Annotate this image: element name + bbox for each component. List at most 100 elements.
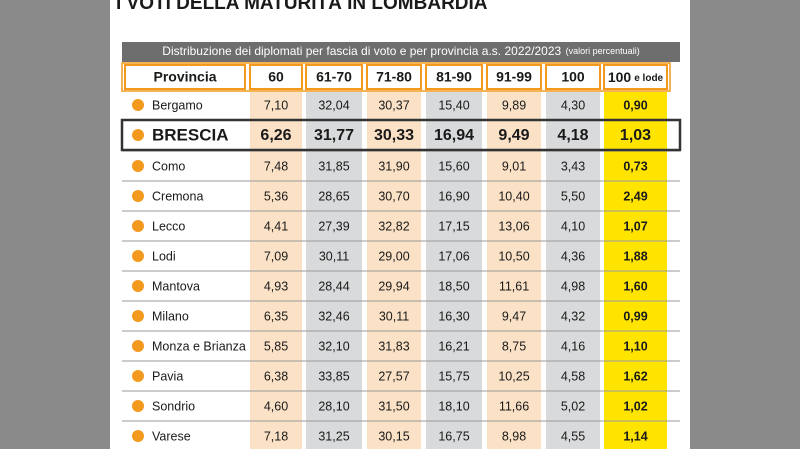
bullet: [132, 430, 144, 442]
highlight-row: [120, 118, 682, 152]
cell-value: 11,61: [499, 279, 529, 293]
cell-value: 4,30: [561, 98, 585, 112]
bullet: [132, 280, 144, 292]
cell-value: 4,98: [561, 279, 585, 293]
cell-value: 4,18: [557, 127, 588, 144]
cell-value: 4,55: [561, 429, 585, 443]
cell-value: 5,85: [264, 339, 288, 353]
province: Pavia: [152, 369, 183, 383]
province: Milano: [152, 309, 189, 323]
column-header: 60: [268, 69, 284, 85]
province: Sondrio: [152, 399, 195, 413]
cell-value: 27,39: [318, 219, 349, 233]
cell-value: 9,47: [502, 309, 526, 323]
cell-value: 13,06: [498, 219, 529, 233]
cell-value: 32,10: [318, 339, 349, 353]
cell-value: 2,49: [623, 189, 647, 203]
cell-value: 18,50: [438, 279, 469, 293]
header-cell: [425, 64, 483, 90]
cell-value: 8,75: [502, 339, 526, 353]
column-header: 81-90: [436, 69, 472, 85]
cell-value: 15,60: [438, 159, 469, 173]
cell-value: 29,94: [378, 279, 409, 293]
cell-value: 28,10: [318, 399, 349, 413]
column-header: Provincia: [153, 69, 216, 85]
header-cell: [124, 64, 246, 90]
province: BRESCIA: [152, 125, 229, 144]
cell-value: 7,48: [264, 159, 288, 173]
cell-value: 16,94: [434, 127, 474, 144]
cell-value: 4,36: [561, 249, 585, 263]
column-header-note: e lode: [634, 73, 663, 84]
column-header-main: 100: [608, 69, 632, 85]
cell-value: 28,65: [318, 189, 349, 203]
cell-value: 10,25: [498, 369, 529, 383]
cell-value: 7,18: [264, 429, 288, 443]
bullet: [132, 99, 144, 111]
cell-value: 0,99: [623, 309, 647, 323]
cell-value: 3,43: [561, 159, 585, 173]
bullet: [132, 400, 144, 412]
cell-value: 16,21: [438, 339, 469, 353]
cell-value: 6,38: [264, 369, 288, 383]
province: Varese: [152, 429, 191, 443]
cell-value: 7,09: [264, 249, 288, 263]
cell-value: 16,30: [438, 309, 469, 323]
cell-value: 17,15: [438, 219, 469, 233]
province: Lodi: [152, 249, 176, 263]
cell-value: 6,26: [260, 127, 291, 144]
header-frame: [121, 62, 671, 92]
cell-value: 5,02: [561, 399, 585, 413]
cell-value: 4,16: [561, 339, 585, 353]
cell-value: 1,60: [623, 279, 647, 293]
cell-value: 9,49: [498, 127, 529, 144]
bullet: [132, 370, 144, 382]
cell-value: 16,90: [438, 189, 469, 203]
cell-value: 11,66: [499, 399, 529, 413]
cell-value: 30,11: [319, 249, 349, 263]
bullet: [132, 129, 144, 141]
column-header: 61-70: [316, 69, 352, 85]
cell-value: 1,02: [623, 399, 647, 413]
cell-value: 4,10: [561, 219, 585, 233]
cell-value: 31,85: [318, 159, 349, 173]
table: Provincia 60 61-70 71-80 81-90 91-99 100 100 e l…: [120, 62, 682, 449]
cell-value: 32,46: [318, 309, 349, 323]
caption-bar: [122, 42, 680, 62]
header-cell: [603, 64, 668, 90]
cell-value: 1,88: [623, 249, 647, 263]
cell-value: 1,03: [620, 127, 651, 144]
cell-value: 28,44: [318, 279, 349, 293]
cell-value: 7,10: [264, 98, 288, 112]
cell-value: 4,60: [264, 399, 288, 413]
province: Bergamo: [152, 98, 203, 112]
cell-value: 30,11: [379, 309, 409, 323]
cell-value: 29,00: [378, 249, 409, 263]
cell-value: 30,15: [378, 429, 409, 443]
cell-value: 9,89: [502, 98, 526, 112]
header-cell: [305, 64, 363, 90]
cell-value: 1,10: [623, 339, 647, 353]
cell-value: 27,57: [378, 369, 409, 383]
cell-value: 4,32: [561, 309, 585, 323]
cell-value: 5,50: [561, 189, 585, 203]
cell-value: 30,70: [378, 189, 409, 203]
cell-value: 32,04: [318, 98, 349, 112]
header-cell: [366, 64, 422, 90]
cell-value: 18,10: [438, 399, 469, 413]
cell-value: 1,07: [623, 219, 647, 233]
cell-value: 10,50: [498, 249, 529, 263]
cell-value: 30,33: [374, 127, 414, 144]
header-cell: [486, 64, 542, 90]
column-header: 71-80: [376, 69, 412, 85]
cell-value: 4,58: [561, 369, 585, 383]
cell-value: 4,93: [264, 279, 288, 293]
bullet: [132, 220, 144, 232]
cell-value: 16,75: [438, 429, 469, 443]
column-header: 91-99: [496, 69, 532, 85]
header-cell: [249, 64, 303, 90]
cell-value: 31,25: [318, 429, 349, 443]
cell-value: 0,73: [623, 159, 647, 173]
